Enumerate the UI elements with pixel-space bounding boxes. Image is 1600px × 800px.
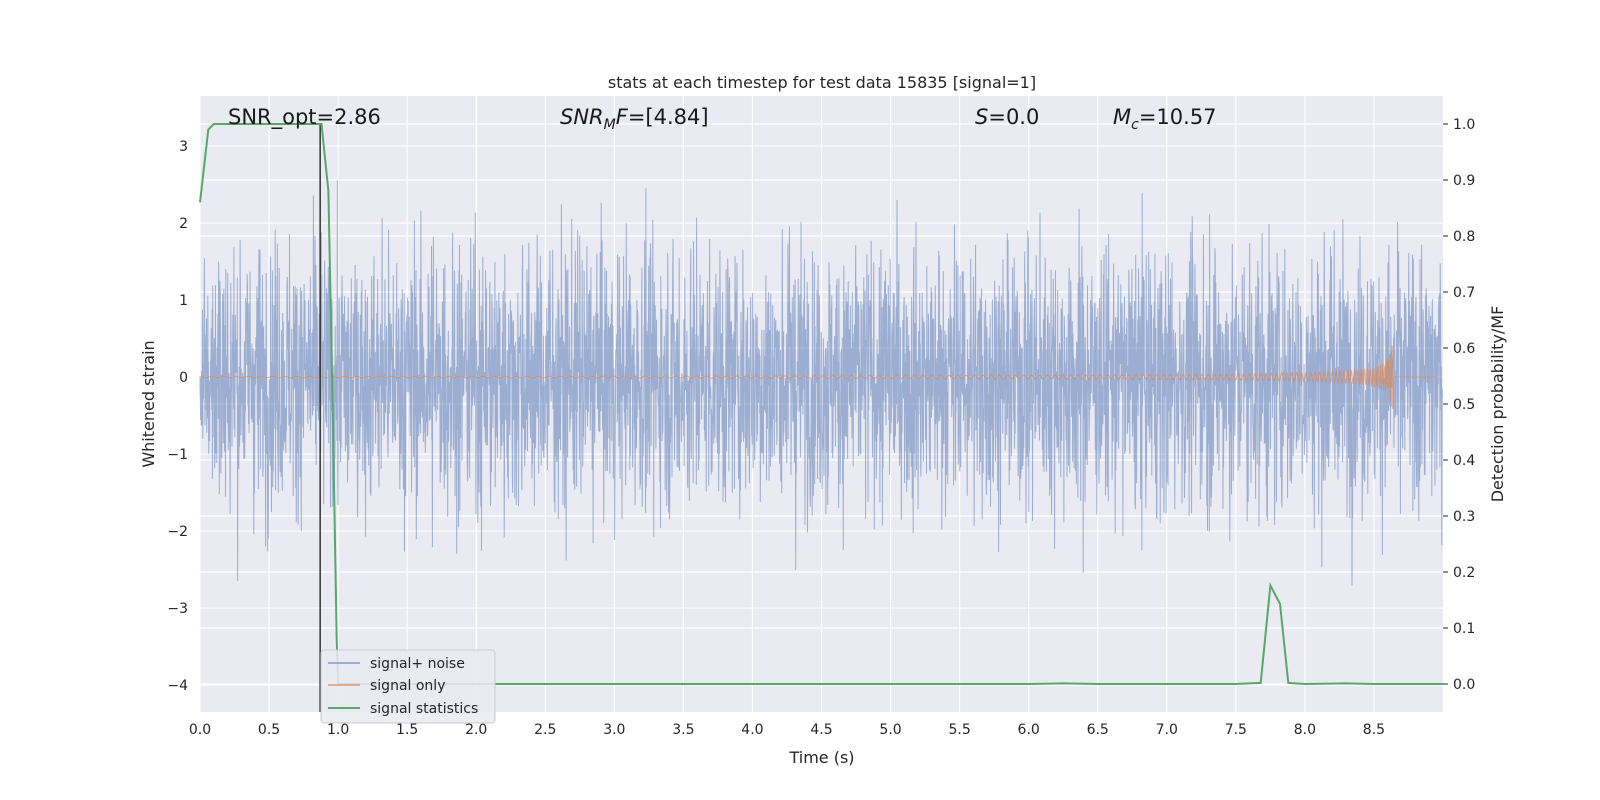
y-right-tick-label: 0.8 bbox=[1453, 229, 1475, 245]
y-right-tick-label: 0.7 bbox=[1453, 285, 1475, 301]
y-right-tick-label: 0.5 bbox=[1453, 397, 1475, 413]
y-left-tick-label: −1 bbox=[167, 447, 188, 463]
series-signal-noise bbox=[199, 180, 1444, 586]
series-signal-only bbox=[199, 345, 1437, 409]
x-axis-ticks: 0.0 0.5 1.0 1.5 2.0 2.5 3.0 3.5 4.0 4.5 5.0 5.5 6.0 6… bbox=[189, 722, 1385, 738]
x-tick-label: 8.5 bbox=[1363, 722, 1385, 738]
x-tick-label: 2.5 bbox=[534, 722, 556, 738]
y-right-tick-label: 0.4 bbox=[1453, 453, 1475, 469]
y-right-tick-label: 0.9 bbox=[1453, 173, 1475, 189]
legend-label-signal-noise: signal+ noise bbox=[370, 656, 465, 672]
y-left-axis-label: Whitened strain bbox=[139, 340, 158, 467]
legend-label-signal-only: signal only bbox=[370, 678, 445, 694]
y-right-tick-label: 0.2 bbox=[1453, 565, 1475, 581]
x-tick-label: 1.5 bbox=[396, 722, 418, 738]
x-tick-label: 8.0 bbox=[1294, 722, 1316, 738]
legend-label-signal-statistics: signal statistics bbox=[370, 701, 478, 717]
y-right-axis-ticks: 1.0 0.9 0.8 0.7 0.6 0.5 0.4 0.3 0.2 0.1 0.0 bbox=[1443, 117, 1475, 693]
y-right-tick-label: 0.0 bbox=[1453, 677, 1475, 693]
signal-only-trace bbox=[199, 345, 1437, 409]
y-left-tick-label: 0 bbox=[179, 370, 188, 386]
y-right-axis-label: Detection probability/MF bbox=[1488, 306, 1507, 503]
y-right-tick-label: 0.1 bbox=[1453, 621, 1475, 637]
x-tick-label: 7.5 bbox=[1225, 722, 1247, 738]
x-tick-label: 0.0 bbox=[189, 722, 211, 738]
annotation-mc: Mc=10.57 bbox=[1113, 105, 1217, 133]
chart-title: stats at each timestep for test data 158… bbox=[608, 73, 1036, 92]
y-right-tick-label: 0.6 bbox=[1453, 341, 1475, 357]
y-left-tick-label: −4 bbox=[167, 678, 188, 694]
x-tick-label: 0.5 bbox=[258, 722, 280, 738]
x-tick-label: 7.0 bbox=[1156, 722, 1178, 738]
y-left-tick-label: −3 bbox=[167, 601, 188, 617]
x-tick-label: 4.0 bbox=[741, 722, 763, 738]
signal-noise-trace bbox=[199, 180, 1444, 586]
y-right-tick-label: 1.0 bbox=[1453, 117, 1475, 133]
y-left-tick-label: −2 bbox=[167, 524, 188, 540]
x-tick-label: 4.5 bbox=[810, 722, 832, 738]
x-tick-label: 6.5 bbox=[1087, 722, 1109, 738]
y-left-axis-ticks: 3 2 1 0 −1 −2 −3 −4 bbox=[167, 139, 188, 694]
x-tick-label: 3.0 bbox=[603, 722, 625, 738]
x-tick-label: 2.0 bbox=[465, 722, 487, 738]
series-signal-statistics bbox=[199, 123, 1443, 686]
x-tick-label: 5.0 bbox=[879, 722, 901, 738]
annotation-snr-mf: SNRMF=[4.84] bbox=[560, 105, 709, 133]
x-axis-label: Time (s) bbox=[788, 748, 854, 767]
x-tick-label: 3.5 bbox=[672, 722, 694, 738]
y-right-tick-label: 0.3 bbox=[1453, 509, 1475, 525]
x-tick-label: 6.0 bbox=[1018, 722, 1040, 738]
legend-box bbox=[320, 649, 496, 724]
y-left-tick-label: 1 bbox=[179, 293, 188, 309]
x-tick-label: 1.0 bbox=[327, 722, 349, 738]
annotation-s: S=0.0 bbox=[975, 105, 1039, 129]
y-left-tick-label: 2 bbox=[179, 216, 188, 232]
y-left-tick-label: 3 bbox=[179, 139, 188, 155]
x-tick-label: 5.5 bbox=[948, 722, 970, 738]
legend: signal+ noise signal only signal statist… bbox=[320, 649, 496, 724]
annotation-snr-opt: SNR_opt=2.86 bbox=[228, 105, 381, 130]
